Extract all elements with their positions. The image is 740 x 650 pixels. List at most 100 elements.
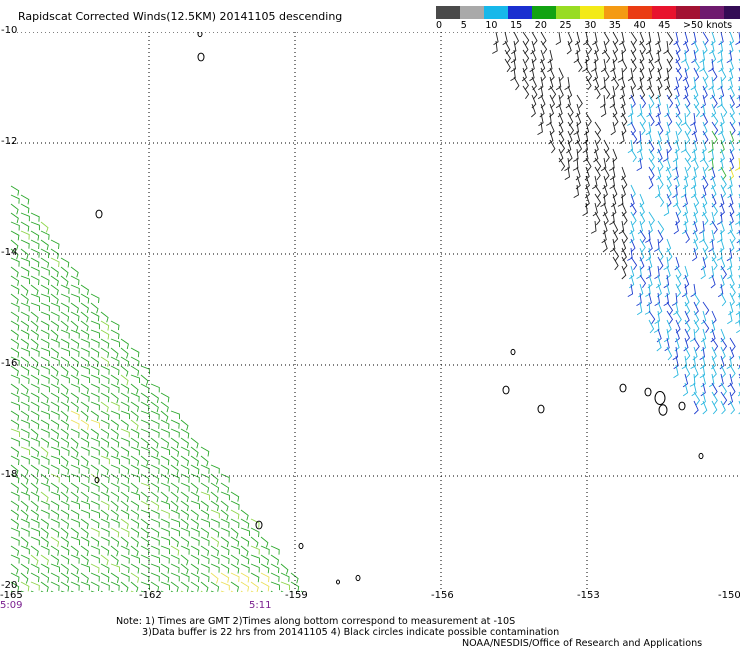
contamination-circle-icon	[537, 404, 545, 414]
wind-barb-icon	[210, 500, 220, 511]
wind-barb-icon	[100, 338, 110, 349]
legend-swatch	[724, 6, 740, 19]
wind-barb-icon	[566, 40, 572, 55]
wind-barb-icon	[60, 518, 70, 529]
wind-barb-icon	[160, 572, 170, 583]
wind-barb-icon	[170, 518, 180, 528]
wind-barb-icon	[646, 103, 652, 118]
wind-barb-icon	[110, 338, 120, 348]
wind-barb-icon	[110, 455, 120, 465]
wind-barb-icon	[728, 301, 734, 316]
legend-label: 10	[485, 20, 498, 31]
wind-barb-icon	[564, 157, 570, 171]
wind-barb-icon	[675, 121, 683, 136]
wind-barb-icon	[637, 103, 643, 118]
wind-barb-icon	[180, 536, 190, 547]
wind-barb-icon	[699, 346, 705, 360]
wind-barb-icon	[280, 563, 289, 575]
wind-barb-icon	[594, 184, 602, 199]
wind-barb-icon	[666, 319, 672, 334]
wind-barb-icon	[590, 220, 597, 234]
wind-barb-icon	[609, 211, 615, 225]
wind-barb-icon	[30, 338, 39, 350]
wind-barb-icon	[621, 40, 627, 55]
wind-barb-icon	[200, 482, 210, 493]
legend-label: 15	[510, 20, 523, 31]
wind-barb-icon	[170, 446, 180, 457]
wind-barb-icon	[684, 301, 691, 316]
wind-barb-icon	[594, 85, 601, 100]
wind-barb-icon	[585, 40, 593, 55]
wind-barb-icon	[10, 275, 20, 286]
wind-barb-icon	[130, 446, 140, 456]
wind-barb-icon	[100, 446, 109, 458]
wind-barb-icon	[90, 365, 100, 376]
wind-barb-icon	[684, 319, 691, 334]
wind-barb-icon	[628, 85, 635, 100]
wind-barb-icon	[130, 545, 139, 557]
wind-barb-icon	[30, 356, 39, 368]
wind-barb-icon	[10, 518, 19, 530]
wind-barb-icon	[50, 554, 60, 565]
wind-barb-icon	[673, 76, 680, 91]
wind-barb-icon	[60, 257, 70, 268]
wind-barb-icon	[716, 94, 723, 108]
contamination-circle-icon	[94, 476, 100, 484]
wind-barb-icon	[250, 581, 259, 592]
wind-barb-icon	[20, 248, 29, 260]
wind-barb-icon	[120, 446, 130, 457]
island-outlines	[94, 32, 704, 585]
wind-barb-icon	[549, 94, 556, 109]
wind-barb-icon	[698, 229, 705, 243]
wind-barb-icon	[40, 518, 49, 530]
wind-barb-icon	[190, 491, 200, 502]
wind-barb-icon	[220, 545, 230, 556]
wind-barb-icon	[120, 545, 130, 555]
wind-barb-icon	[80, 518, 89, 530]
longitude-label: -156	[431, 590, 454, 601]
wind-barb-icon	[40, 284, 50, 295]
wind-barb-icon	[673, 355, 679, 370]
wind-barb-icon	[200, 572, 210, 583]
wind-barb-icon	[10, 563, 19, 575]
wind-barb-icon	[645, 265, 652, 280]
wind-barb-icon	[90, 401, 100, 411]
wind-barb-icon	[70, 293, 80, 303]
wind-barb-icon	[90, 419, 100, 429]
wind-barb-icon	[702, 247, 708, 262]
wind-barb-icon	[654, 292, 660, 306]
wind-barb-icon	[230, 518, 240, 529]
map-title: Rapidscat Corrected Winds(12.5KM) 201411…	[18, 10, 343, 23]
wind-barb-icon	[663, 202, 670, 217]
wind-barb-icon	[50, 473, 60, 483]
wind-barb-icon	[637, 76, 643, 91]
wind-barb-icon	[110, 347, 119, 359]
wind-barb-icon	[70, 473, 80, 483]
wind-barb-icon	[666, 139, 672, 154]
wind-barb-icon	[699, 355, 706, 370]
wind-barb-icon	[735, 94, 740, 109]
wind-barb-icon	[100, 311, 109, 323]
wind-barb-icon	[702, 400, 708, 415]
wind-barb-icon	[646, 130, 653, 145]
wind-barb-icon	[160, 419, 170, 430]
wind-barb-icon	[110, 320, 120, 331]
wind-barb-icon	[691, 166, 697, 181]
wind-barb-icon	[20, 212, 30, 222]
wind-barb-icon	[240, 572, 250, 583]
wind-barb-icon	[260, 554, 270, 565]
wind-barb-icon	[691, 49, 697, 64]
wind-barb-icon	[709, 229, 715, 244]
wind-barb-icon	[110, 590, 115, 592]
wind-barb-icon	[60, 563, 69, 575]
wind-barb-icon	[120, 437, 130, 447]
wind-barb-icon	[200, 464, 210, 474]
wind-barb-icon	[40, 401, 50, 411]
wind-barb-icon	[693, 292, 700, 307]
wind-barb-icon	[684, 274, 690, 289]
wind-barb-icon	[702, 238, 709, 253]
wind-barb-icon	[564, 76, 570, 90]
wind-barb-icon	[50, 356, 60, 366]
wind-barb-icon	[708, 373, 715, 388]
wind-barb-icon	[90, 572, 100, 582]
